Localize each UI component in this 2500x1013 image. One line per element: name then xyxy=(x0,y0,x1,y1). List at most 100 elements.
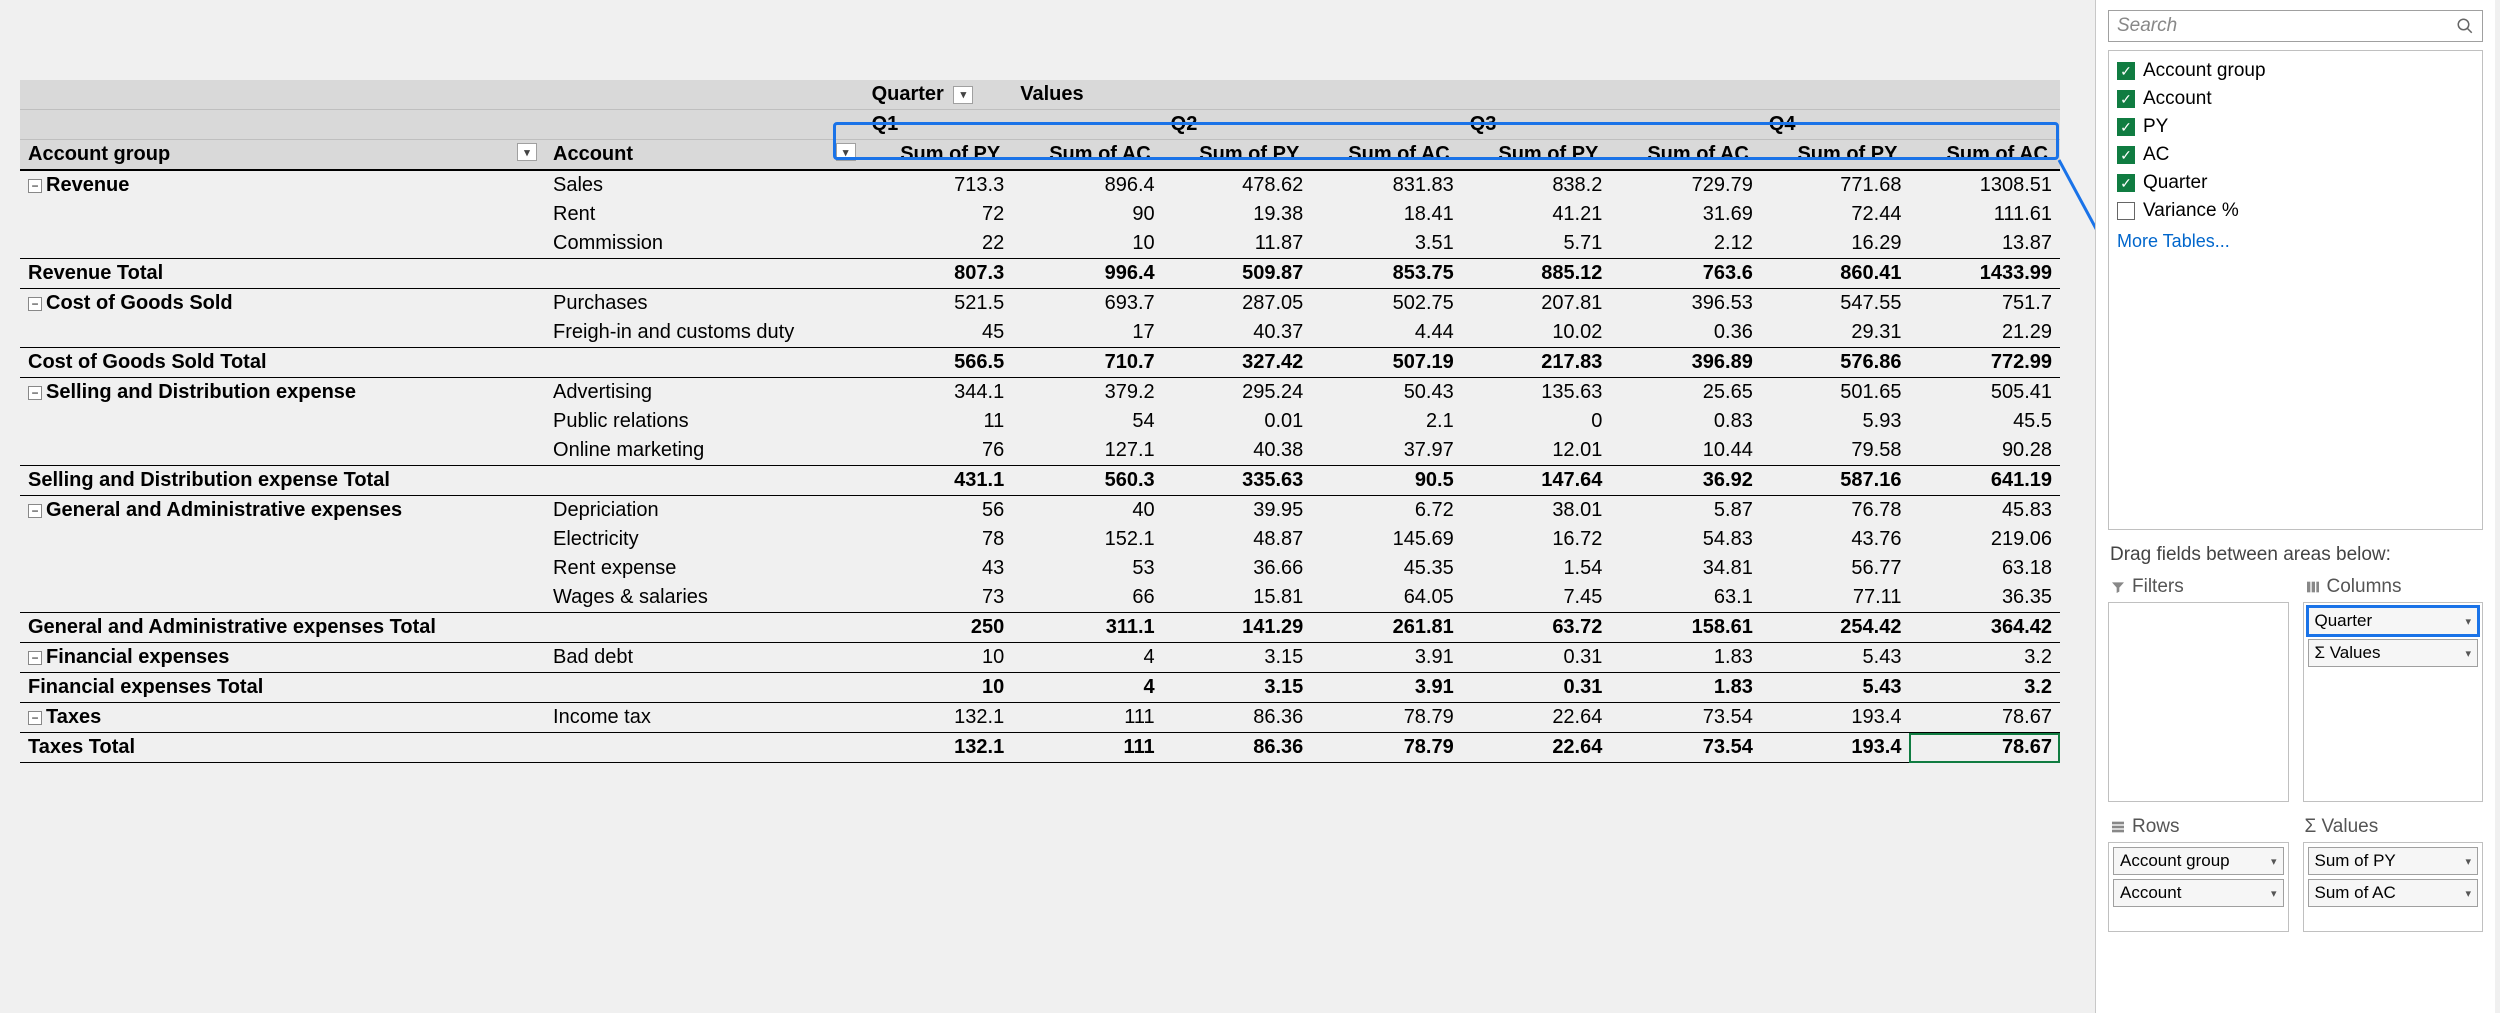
value-cell[interactable]: 76.78 xyxy=(1761,496,1910,526)
account-filter-dropdown[interactable]: ▾ xyxy=(836,143,856,161)
value-cell[interactable]: 5.87 xyxy=(1610,496,1760,526)
total-value-cell[interactable]: 996.4 xyxy=(1012,259,1162,289)
total-value-cell[interactable]: 853.75 xyxy=(1311,259,1461,289)
group-label[interactable]: −Cost of Goods Sold xyxy=(20,289,545,319)
value-cell[interactable]: 3.51 xyxy=(1311,229,1461,259)
total-value-cell[interactable]: 0.31 xyxy=(1462,673,1611,703)
value-cell[interactable]: 396.53 xyxy=(1610,289,1760,319)
value-cell[interactable]: 0.31 xyxy=(1462,643,1611,673)
total-value-cell[interactable]: 10 xyxy=(864,673,1013,703)
value-cell[interactable]: 10 xyxy=(864,643,1013,673)
value-cell[interactable]: 53 xyxy=(1012,554,1162,583)
value-cell[interactable]: 64.05 xyxy=(1311,583,1461,613)
area-chip[interactable]: Account▾ xyxy=(2113,879,2284,907)
group-label[interactable]: −Financial expenses xyxy=(20,643,545,673)
value-cell[interactable]: 7.45 xyxy=(1462,583,1611,613)
value-cell[interactable]: 90.28 xyxy=(1909,436,2060,466)
total-value-cell[interactable]: 63.72 xyxy=(1462,613,1611,643)
value-cell[interactable]: 831.83 xyxy=(1311,170,1461,200)
value-cell[interactable]: 78.79 xyxy=(1311,703,1461,733)
account-cell[interactable]: Public relations xyxy=(545,407,864,436)
value-cell[interactable]: 0 xyxy=(1462,407,1611,436)
value-cell[interactable]: 72.44 xyxy=(1761,200,1910,229)
total-value-cell[interactable]: 86.36 xyxy=(1163,733,1312,763)
total-value-cell[interactable]: 22.64 xyxy=(1462,733,1611,763)
value-cell[interactable]: 751.7 xyxy=(1909,289,2060,319)
total-value-cell[interactable]: 111 xyxy=(1012,733,1162,763)
chip-dropdown-icon[interactable]: ▾ xyxy=(2465,647,2471,660)
value-cell[interactable]: 18.41 xyxy=(1311,200,1461,229)
total-value-cell[interactable]: 261.81 xyxy=(1311,613,1461,643)
group-label[interactable]: −General and Administrative expenses xyxy=(20,496,545,526)
field-list[interactable]: ✓Account group✓Account✓PY✓AC✓QuarterVari… xyxy=(2108,50,2483,530)
value-cell[interactable]: 771.68 xyxy=(1761,170,1910,200)
value-cell[interactable]: 838.2 xyxy=(1462,170,1611,200)
value-cell[interactable]: 1.83 xyxy=(1610,643,1760,673)
value-cell[interactable]: 72 xyxy=(864,200,1013,229)
value-cell[interactable]: 0.01 xyxy=(1163,407,1312,436)
area-chip[interactable]: Sum of AC▾ xyxy=(2308,879,2479,907)
value-cell[interactable]: 13.87 xyxy=(1909,229,2060,259)
collapse-toggle[interactable]: − xyxy=(28,297,42,311)
value-cell[interactable]: 31.69 xyxy=(1610,200,1760,229)
total-value-cell[interactable]: 1433.99 xyxy=(1909,259,2060,289)
total-value-cell[interactable]: 5.43 xyxy=(1761,673,1910,703)
account-cell[interactable]: Advertising xyxy=(545,378,864,408)
value-cell[interactable]: 11 xyxy=(864,407,1013,436)
chip-dropdown-icon[interactable]: ▾ xyxy=(2465,887,2471,900)
total-value-cell[interactable]: 396.89 xyxy=(1610,348,1760,378)
field-checkbox[interactable]: ✓ xyxy=(2117,118,2135,136)
total-value-cell[interactable]: 78.67 xyxy=(1909,733,2060,763)
value-cell[interactable]: 36.35 xyxy=(1909,583,2060,613)
collapse-toggle[interactable]: − xyxy=(28,651,42,665)
account-cell[interactable]: Commission xyxy=(545,229,864,259)
total-value-cell[interactable]: 3.2 xyxy=(1909,673,2060,703)
collapse-toggle[interactable]: − xyxy=(28,179,42,193)
value-cell[interactable]: 3.91 xyxy=(1311,643,1461,673)
total-value-cell[interactable]: 772.99 xyxy=(1909,348,2060,378)
value-cell[interactable]: 111 xyxy=(1012,703,1162,733)
total-value-cell[interactable]: 710.7 xyxy=(1012,348,1162,378)
value-cell[interactable]: 56.77 xyxy=(1761,554,1910,583)
total-value-cell[interactable]: 147.64 xyxy=(1462,466,1611,496)
value-cell[interactable]: 10.44 xyxy=(1610,436,1760,466)
value-cell[interactable]: 295.24 xyxy=(1163,378,1312,408)
value-cell[interactable]: 693.7 xyxy=(1012,289,1162,319)
value-cell[interactable]: 111.61 xyxy=(1909,200,2060,229)
chip-dropdown-icon[interactable]: ▾ xyxy=(2465,615,2471,628)
value-cell[interactable]: 22.64 xyxy=(1462,703,1611,733)
field-item[interactable]: ✓Account group xyxy=(2115,57,2476,85)
value-cell[interactable]: 39.95 xyxy=(1163,496,1312,526)
total-value-cell[interactable]: 641.19 xyxy=(1909,466,2060,496)
columns-area[interactable]: Columns Quarter▾Σ Values▾ xyxy=(2303,572,2484,802)
value-cell[interactable]: 48.87 xyxy=(1163,525,1312,554)
value-cell[interactable]: 0.83 xyxy=(1610,407,1760,436)
value-cell[interactable]: 132.1 xyxy=(864,703,1013,733)
total-value-cell[interactable]: 250 xyxy=(864,613,1013,643)
total-value-cell[interactable]: 78.79 xyxy=(1311,733,1461,763)
value-cell[interactable]: 3.2 xyxy=(1909,643,2060,673)
value-cell[interactable]: 1308.51 xyxy=(1909,170,2060,200)
chip-dropdown-icon[interactable]: ▾ xyxy=(2271,887,2277,900)
account-cell[interactable]: Wages & salaries xyxy=(545,583,864,613)
field-search-input[interactable]: Search xyxy=(2108,10,2483,42)
field-checkbox[interactable] xyxy=(2117,202,2135,220)
value-cell[interactable]: 66 xyxy=(1012,583,1162,613)
area-chip[interactable]: Σ Values▾ xyxy=(2308,639,2479,667)
total-value-cell[interactable]: 885.12 xyxy=(1462,259,1611,289)
total-value-cell[interactable]: 1.83 xyxy=(1610,673,1760,703)
value-cell[interactable]: 287.05 xyxy=(1163,289,1312,319)
account-group-header[interactable]: Account group ▾ xyxy=(20,140,545,171)
value-cell[interactable]: 15.81 xyxy=(1163,583,1312,613)
more-tables-link[interactable]: More Tables... xyxy=(2115,225,2476,258)
value-cell[interactable]: 38.01 xyxy=(1462,496,1611,526)
value-cell[interactable]: 3.15 xyxy=(1163,643,1312,673)
value-cell[interactable]: 713.3 xyxy=(864,170,1013,200)
field-item[interactable]: ✓AC xyxy=(2115,141,2476,169)
value-cell[interactable]: 478.62 xyxy=(1163,170,1312,200)
value-cell[interactable]: 79.58 xyxy=(1761,436,1910,466)
value-cell[interactable]: 379.2 xyxy=(1012,378,1162,408)
area-chip[interactable]: Quarter▾ xyxy=(2308,607,2479,635)
value-cell[interactable]: 29.31 xyxy=(1761,318,1910,348)
values-area[interactable]: Σ Values Sum of PY▾Sum of AC▾ xyxy=(2303,812,2484,932)
